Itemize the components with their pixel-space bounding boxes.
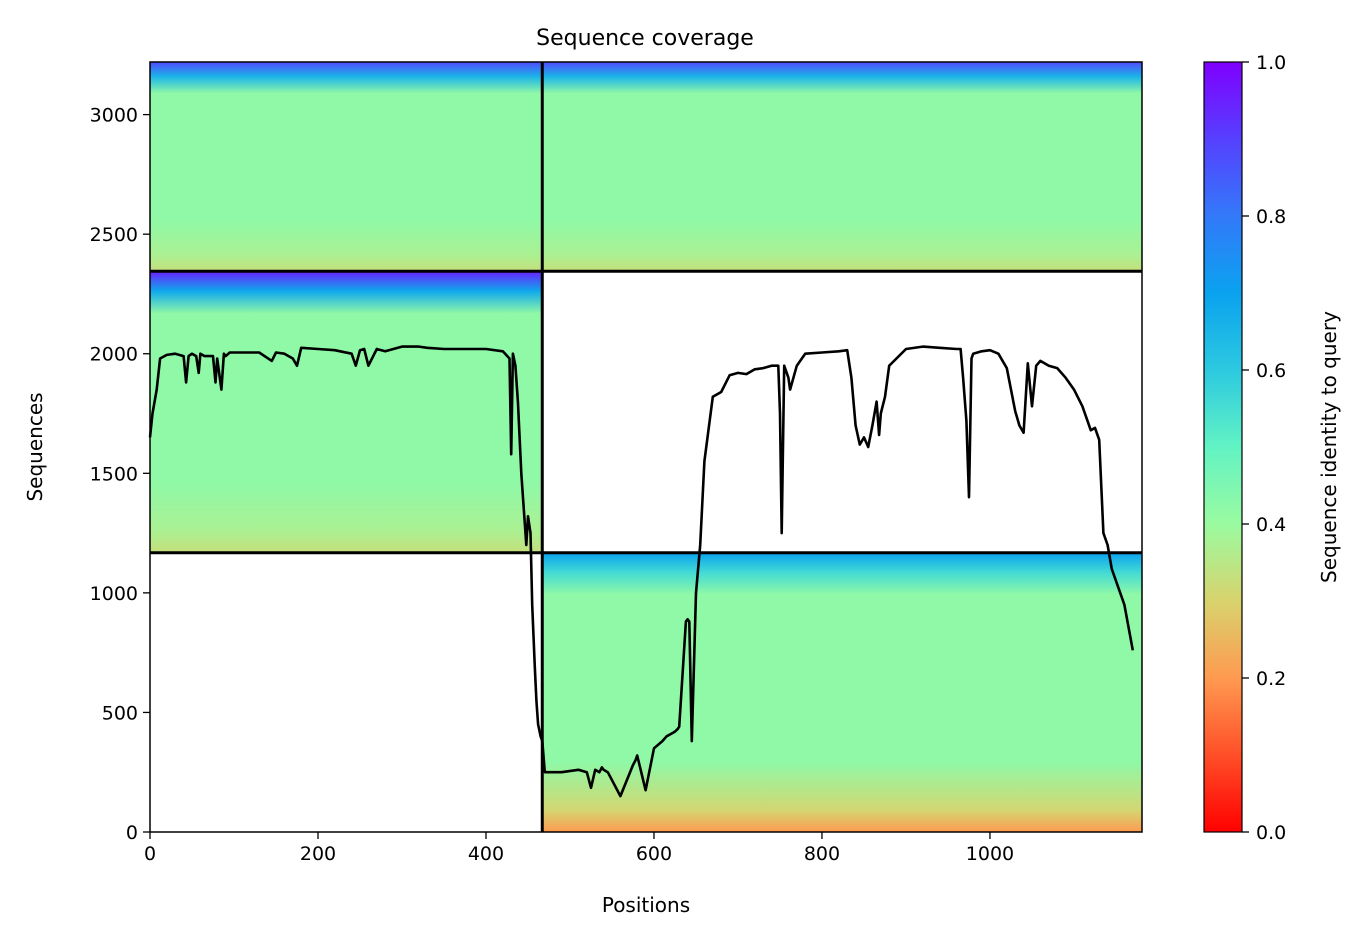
heatmap-block <box>150 271 543 553</box>
y-axis: 0 500 1000 1500 2000 2500 3000 <box>90 105 150 844</box>
y-tick-label: 2000 <box>90 344 138 366</box>
x-tick-label: 200 <box>300 843 336 865</box>
colorbar-tick-label: 0.6 <box>1256 360 1286 382</box>
y-tick-label: 1500 <box>90 463 138 485</box>
colorbar-tick-label: 0.2 <box>1256 668 1286 690</box>
x-axis: 0 200 400 600 800 1000 <box>144 832 1014 865</box>
colorbar-label: Sequence identity to query <box>1317 311 1341 583</box>
colorbar-tick-label: 0.8 <box>1256 206 1286 228</box>
coverage-line <box>148 345 1135 798</box>
colorbar <box>1203 61 1243 833</box>
y-axis-label: Sequences <box>23 392 47 501</box>
colorbar-tick-label: 0.4 <box>1256 514 1286 536</box>
x-axis-label: Positions <box>602 893 690 917</box>
y-tick-label: 2500 <box>90 224 138 246</box>
heatmap-block <box>542 552 1142 832</box>
y-tick-label: 0 <box>126 822 138 844</box>
colorbar-ticks: 0.0 0.2 0.4 0.6 0.8 1.0 <box>1242 52 1286 844</box>
heatmap-blocks <box>150 62 1142 832</box>
x-tick-label: 1000 <box>966 843 1014 865</box>
heatmap-block <box>542 62 1142 272</box>
coverage-line-layer <box>148 345 1135 798</box>
x-tick-label: 0 <box>144 843 156 865</box>
plot-frame <box>149 61 1143 833</box>
y-tick-label: 1000 <box>90 583 138 605</box>
x-tick-label: 400 <box>468 843 504 865</box>
chain-boundary-lines <box>150 62 1142 832</box>
chart-title: Sequence coverage <box>536 26 754 51</box>
colorbar-tick-label: 1.0 <box>1256 52 1286 74</box>
y-tick-label: 500 <box>102 702 138 724</box>
heatmap-block <box>150 62 543 272</box>
y-tick-label: 3000 <box>90 105 138 127</box>
colorbar-tick-label: 0.0 <box>1256 822 1286 844</box>
x-tick-label: 600 <box>636 843 672 865</box>
x-tick-label: 800 <box>804 843 840 865</box>
